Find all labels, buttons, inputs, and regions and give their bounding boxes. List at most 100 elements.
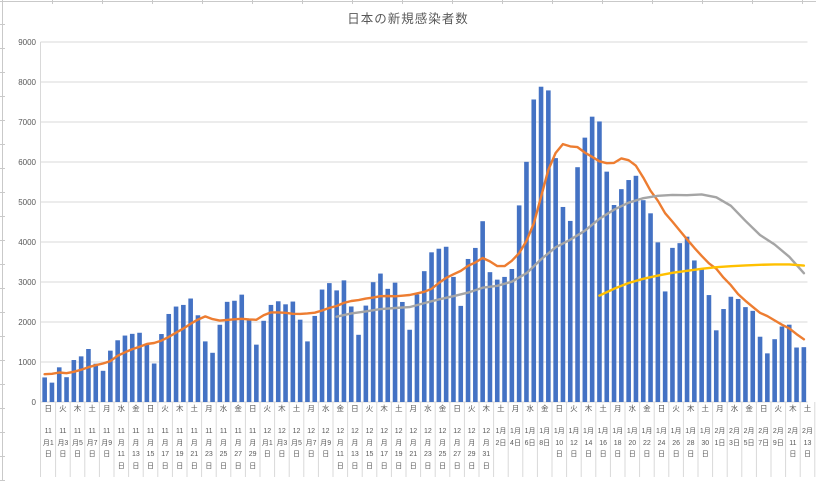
bar (42, 377, 47, 402)
bar (611, 205, 617, 402)
x-label-date-line: 25 (219, 451, 228, 458)
x-label-date-line: 日 (132, 462, 140, 470)
x-label-date: 1月 30 日 (698, 426, 713, 461)
x-axis-label: 木 12 月3 日 (274, 404, 289, 461)
bar (546, 90, 551, 403)
bars-daily-new-cases (42, 86, 807, 403)
bar (757, 336, 763, 402)
bar (173, 306, 179, 402)
x-label-date-line: 17 (380, 451, 388, 458)
x-label-date-line: 2月 (758, 428, 770, 435)
bar (137, 332, 142, 402)
x-label-date-line: 日 (234, 462, 242, 470)
x-label-date: 2月 5日 (742, 426, 757, 449)
x-label-date-line: 11 (132, 428, 140, 435)
x-label-date-line: 2月 (772, 428, 784, 435)
x-label-weekday: 水 (730, 404, 739, 413)
x-label-date: 12 月 15 日 (362, 426, 377, 472)
bar (582, 137, 588, 402)
x-label-weekday: 日 (555, 404, 564, 413)
bar (159, 334, 164, 402)
x-label-date-line: 2月 (714, 428, 726, 435)
x-label-date-line: 28 (686, 439, 695, 447)
bar (706, 295, 712, 402)
bar (640, 200, 646, 402)
x-label-date-line: 日 (336, 462, 344, 470)
x-label-date-line: 11 (146, 428, 155, 435)
bar (334, 290, 339, 402)
x-label-date: 1月 2日 (493, 426, 508, 449)
x-label-date: 12 月 27 日 (450, 426, 465, 472)
x-label-date: 11 月 17 日 (158, 426, 173, 472)
x-axis-label: 土 11 月7 日 (85, 404, 100, 461)
bar (728, 296, 734, 402)
x-label-date: 2月 3日 (727, 426, 742, 449)
x-axis-label: 火 11 月 17 日 (158, 404, 173, 472)
worksheet-column-tick (302, 0, 303, 4)
worksheet-row-tick (0, 24, 5, 25)
x-label-date-line: 日 (585, 451, 592, 458)
x-label-weekday: 土 (190, 404, 199, 413)
x-label-date-line: 1月 (641, 428, 653, 435)
x-label-date-line: 21 (190, 451, 199, 458)
bar (465, 258, 471, 402)
bar (348, 306, 354, 402)
x-label-date-line: 19 (175, 451, 184, 458)
bar (589, 116, 595, 403)
y-tick-label: 7000 (18, 118, 36, 127)
x-label-date-line: 26 (672, 439, 680, 447)
x-axis-label: 金 1月 8日 (537, 404, 552, 449)
x-label-date-line: 13 (131, 451, 140, 458)
x-label-date: 11 月 19 日 (172, 426, 187, 472)
y-tick-label: 2000 (18, 318, 36, 327)
x-label-weekday: 土 (599, 404, 607, 413)
x-label-weekday: 土 (803, 404, 812, 413)
x-axis-label: 水 11 月 25 日 (216, 404, 231, 472)
worksheet-row-tick (0, 72, 5, 73)
x-axis-label: 土 11 月 21 日 (187, 404, 202, 472)
x-label-date-line: 12 (438, 428, 447, 435)
x-label-weekday: 金 (438, 404, 447, 413)
bar (421, 271, 427, 402)
y-tick-label: 3000 (18, 278, 36, 287)
bar (202, 341, 208, 402)
x-label-date-line: 12 (307, 428, 315, 435)
x-label-date-line: 12 (423, 428, 432, 435)
x-axis-label: 金 12 月 25 日 (435, 404, 450, 472)
x-label-weekday: 日 (657, 404, 666, 413)
x-label-date-line: 19 (394, 451, 403, 458)
x-axis-label: 土 2月 13 日 (800, 404, 815, 461)
x-axis-label: 月 1月 18 日 (610, 404, 625, 461)
x-label-weekday: 木 (482, 404, 491, 413)
x-label-date-line: 31 (482, 451, 491, 458)
x-axis-label: 火 1月 26 日 (669, 404, 684, 461)
worksheet-column-tick (502, 0, 503, 4)
bar (743, 307, 748, 402)
x-label-date: 1月 6日 (523, 426, 538, 449)
x-label-date: 11 月 21 日 (187, 426, 202, 472)
bar (327, 283, 332, 402)
bar (619, 189, 624, 402)
x-axis-label: 月 1月 4日 (508, 404, 523, 449)
worksheet-column-tick (752, 0, 753, 4)
bar (684, 236, 690, 402)
x-label-weekday: 日 (248, 404, 257, 413)
x-label-date: 2月 9日 (771, 426, 786, 449)
x-label-date-line: 15 (365, 451, 374, 458)
x-label-date-line: 1月 (510, 428, 521, 435)
bar (553, 158, 558, 402)
x-label-weekday: 火 (467, 404, 476, 413)
x-label-date: 1月 28 日 (683, 426, 698, 461)
x-label-date-line: 12 (482, 428, 491, 435)
bar (801, 347, 807, 402)
x-label-weekday: 土 (497, 404, 505, 413)
bar (356, 334, 361, 402)
x-label-date-line: 1月 (597, 428, 609, 435)
bar (71, 360, 77, 402)
x-label-weekday: 土 (292, 404, 301, 413)
x-label-date-line: 30 (701, 439, 710, 447)
x-label-date: 12 月 29 日 (464, 426, 479, 472)
bar (378, 273, 383, 402)
bar (626, 180, 631, 402)
